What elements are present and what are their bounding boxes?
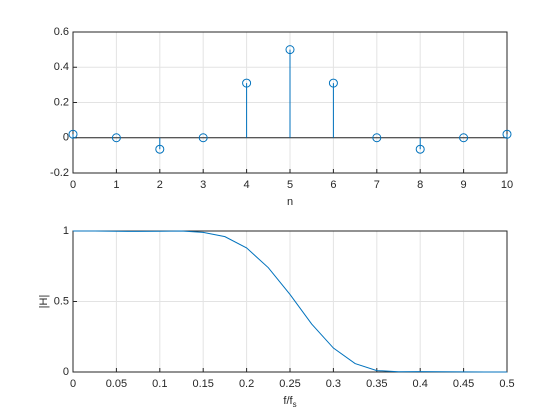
x-axis-label: n (287, 196, 293, 208)
stem-marker (372, 133, 382, 143)
stem-marker (242, 78, 252, 88)
x-tick-label: 6 (330, 179, 336, 191)
y-tick-label: -0.2 (50, 167, 69, 179)
y-tick-label: 0 (63, 366, 69, 378)
x-tick-label: 2 (157, 179, 163, 191)
x-tick-label: 0.15 (192, 378, 213, 390)
axes-box (72, 31, 508, 174)
x-tick-label: 0 (70, 378, 76, 390)
x-tick-label: 7 (374, 179, 380, 191)
response-line (73, 230, 507, 373)
stem-marker (328, 78, 338, 88)
x-tick-label: 4 (244, 179, 250, 191)
y-tick-label: 0.6 (54, 26, 69, 38)
x-tick-label: 5 (287, 179, 293, 191)
x-tick-label: 0.5 (499, 378, 514, 390)
x-tick-label: 0.05 (106, 378, 127, 390)
x-tick-label: 0 (70, 179, 76, 191)
stem-marker (285, 45, 295, 55)
x-tick-label: 0.35 (366, 378, 387, 390)
x-axis-label-main: f/f (283, 395, 293, 407)
x-tick-label: 0.2 (239, 378, 254, 390)
axes: 0 0.05 0.1 0.15 0.2 0.25 0.3 0.35 0.4 0.45 0.5 0 0.5… (38, 225, 515, 409)
stem-marker (111, 133, 121, 143)
x-tick-label: 1 (113, 179, 119, 191)
x-tick-label: 8 (417, 179, 423, 191)
x-tick-label: 9 (461, 179, 467, 191)
stem-marker (415, 144, 425, 154)
y-tick-label: 0.4 (54, 61, 69, 73)
y-tick-label: 0.2 (54, 96, 69, 108)
x-tick-label: 0.4 (413, 378, 428, 390)
axes-box (72, 230, 508, 373)
x-axis-label: f/fs (283, 395, 296, 409)
y-tick-label: 0.5 (54, 295, 69, 307)
x-axis-label-subscript: s (293, 400, 297, 409)
stem-marker (502, 129, 512, 139)
x-tick-label: 0.45 (453, 378, 474, 390)
x-tick-label: 10 (501, 179, 513, 191)
stem-marker (68, 129, 78, 139)
axes: 0 1 2 3 4 5 6 7 8 9 10-0.200.20.40.6n (50, 26, 513, 208)
stem-marker (459, 133, 469, 143)
y-tick-label: 1 (63, 225, 69, 237)
stem-marker (198, 133, 208, 143)
x-tick-label: 0.1 (152, 378, 167, 390)
x-tick-label: 3 (200, 179, 206, 191)
x-tick-label: 0.25 (279, 378, 300, 390)
stem-marker (155, 144, 165, 154)
x-tick-label: 0.3 (326, 378, 341, 390)
y-axis-label: |H| (38, 295, 50, 309)
y-tick-label: 0 (63, 132, 69, 144)
